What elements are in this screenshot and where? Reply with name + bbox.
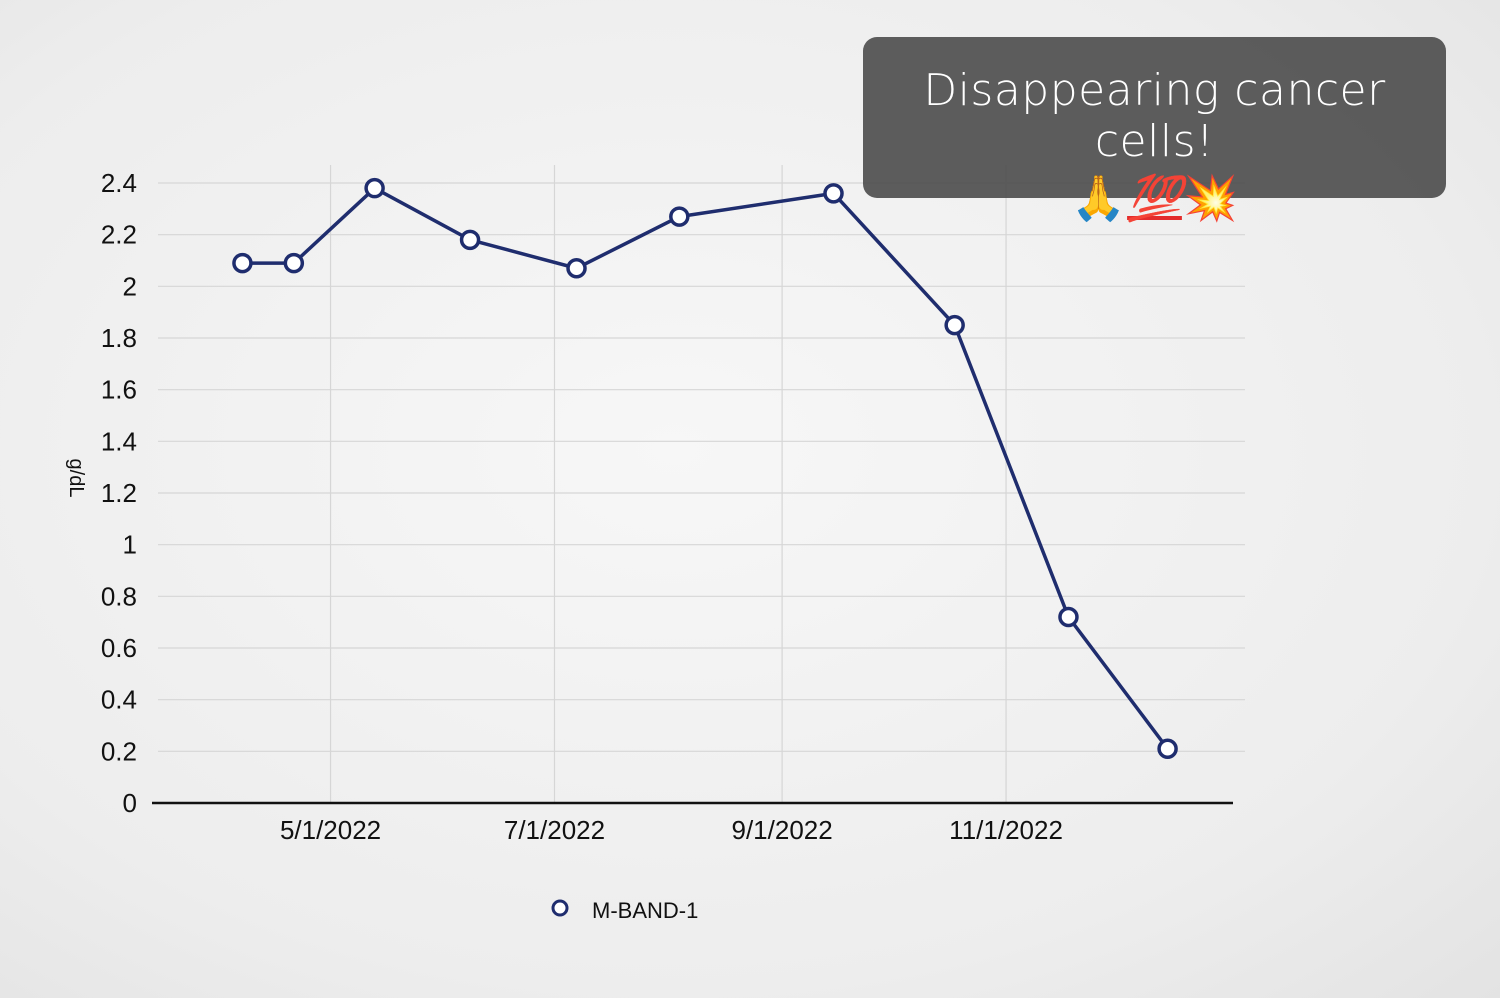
emoji-row: 🙏💯💥 <box>863 173 1446 225</box>
y-tick-label: 1.4 <box>101 426 137 456</box>
data-point <box>283 252 305 274</box>
data-point <box>566 258 587 279</box>
y-tick-label: 2.4 <box>101 168 137 198</box>
legend-marker <box>551 899 569 917</box>
caption-overlay: Disappearing cancer cells! 🙏💯💥 <box>863 37 1446 224</box>
legend-label: M-BAND-1 <box>592 898 698 923</box>
hundred-points-icon: 💯 <box>1127 173 1182 224</box>
x-tick-label: 11/1/2022 <box>949 815 1063 845</box>
data-point <box>232 252 253 274</box>
y-tick-label: 0.6 <box>101 633 137 663</box>
y-tick-label: 0.2 <box>101 736 137 766</box>
data-point <box>944 314 965 336</box>
data-point <box>669 206 690 227</box>
data-point <box>1157 738 1178 759</box>
x-tick-label: 9/1/2022 <box>732 815 833 845</box>
caption-text: Disappearing cancer cells! <box>923 65 1386 167</box>
y-tick-labels: 0 0.2 0.4 0.6 0.8 1 1.2 1.4 1.6 1.8 2 2.2 2.4 <box>101 168 137 818</box>
series-line <box>242 186 1169 750</box>
folded-hands-icon: 🙏 <box>1071 173 1126 224</box>
y-axis-title: g/dL <box>65 459 87 498</box>
series-m-band-1 <box>232 177 1178 759</box>
y-tick-label: 2 <box>123 271 137 301</box>
y-tick-label: 0.4 <box>101 685 137 715</box>
y-tick-label: 0 <box>123 788 137 818</box>
legend: M-BAND-1 <box>551 898 698 923</box>
data-point <box>823 183 844 204</box>
collision-icon: 💥 <box>1183 173 1238 224</box>
y-tick-label: 1.8 <box>101 323 137 353</box>
x-tick-labels: 5/1/2022 7/1/2022 9/1/2022 11/1/2022 <box>280 815 1063 845</box>
data-point <box>459 229 481 251</box>
chart-grid <box>158 165 1245 803</box>
y-tick-label: 1.6 <box>101 375 137 405</box>
x-tick-label: 5/1/2022 <box>280 815 381 845</box>
y-tick-label: 1 <box>123 530 137 560</box>
y-tick-label: 1.2 <box>101 478 137 508</box>
data-point <box>1058 606 1079 628</box>
y-tick-label: 2.2 <box>101 220 137 250</box>
y-tick-label: 0.8 <box>101 581 137 611</box>
x-tick-label: 7/1/2022 <box>504 815 605 845</box>
data-point <box>364 177 385 199</box>
